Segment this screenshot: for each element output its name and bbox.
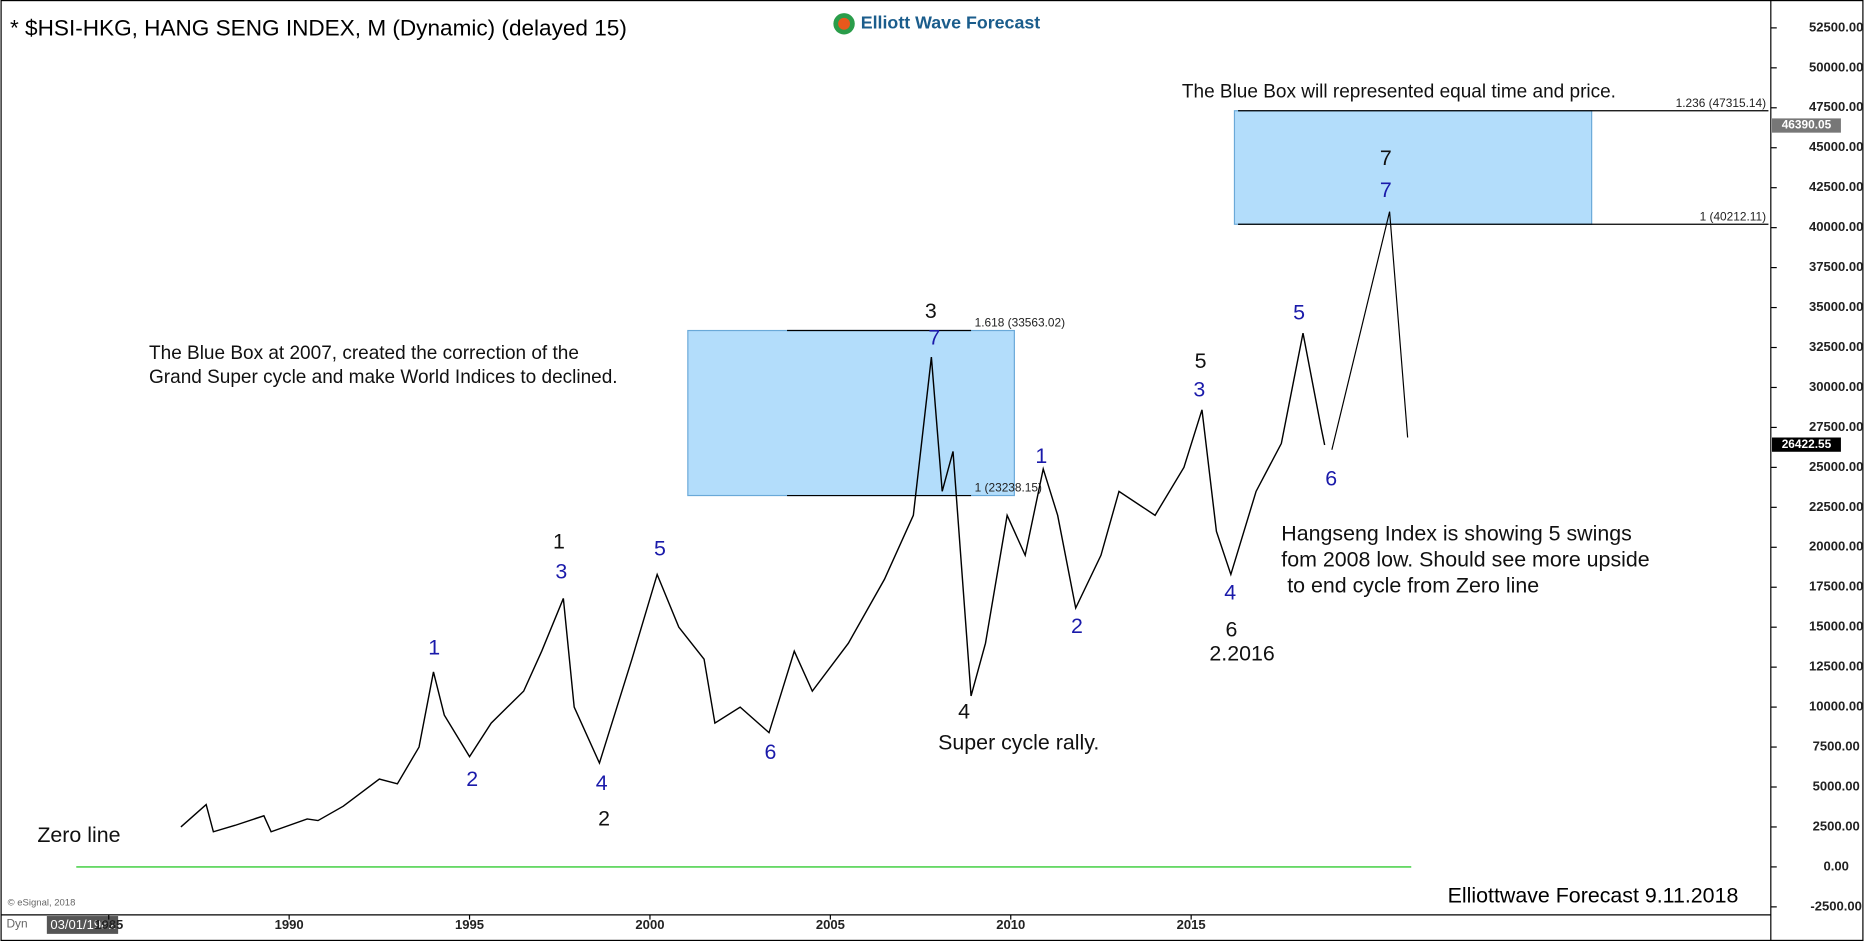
y-tick-label: 5000.00 xyxy=(1813,778,1860,793)
y-tick-label: -2500.00 xyxy=(1810,898,1862,913)
y-tick-label: 42500.00 xyxy=(1809,179,1863,194)
annotation: Hangseng Index is showing 5 swings xyxy=(1281,521,1632,545)
annotation: 6 xyxy=(1225,618,1237,642)
footer: Elliottwave Forecast 9.11.2018 xyxy=(1448,884,1739,908)
annotation: 6 xyxy=(764,740,776,764)
x-tick-label: 1990 xyxy=(275,917,304,932)
annotation: The Blue Box will represented equal time… xyxy=(1182,82,1616,103)
price-tag-bg xyxy=(1772,118,1841,133)
annotation: 1 xyxy=(553,530,565,554)
annotation: 4 xyxy=(1224,581,1236,605)
cursor-box xyxy=(46,916,119,934)
annotation: 5 xyxy=(1293,300,1305,324)
annotation: The Blue Box at 2007, created the correc… xyxy=(149,343,579,364)
x-tick-label: 2005 xyxy=(816,917,845,932)
price-tag-bg xyxy=(1772,437,1841,452)
y-tick-label: 35000.00 xyxy=(1809,299,1863,314)
y-tick-label: 22500.00 xyxy=(1809,499,1863,514)
logo: Elliott Wave Forecast xyxy=(827,8,1056,40)
annotation: 3 xyxy=(555,559,567,583)
y-tick-label: 32500.00 xyxy=(1809,339,1863,354)
annotation: 4 xyxy=(958,700,970,724)
blue-box xyxy=(687,329,1015,497)
annotation: 1 xyxy=(428,635,440,659)
y-tick-label: 7500.00 xyxy=(1813,739,1860,754)
x-tick-label: 2010 xyxy=(996,917,1025,932)
logo-text: Elliott Wave Forecast xyxy=(861,12,1041,32)
annotation: 2 xyxy=(466,767,478,791)
y-tick-label: 10000.00 xyxy=(1809,699,1863,714)
annotation: 2.2016 xyxy=(1209,641,1274,665)
annotation: 7 xyxy=(1380,146,1392,170)
logo-icon xyxy=(838,17,851,30)
y-tick-label: 17500.00 xyxy=(1809,579,1863,594)
annotation: Zero line xyxy=(37,823,120,847)
y-tick-label: 40000.00 xyxy=(1809,219,1863,234)
y-tick-label: 2500.00 xyxy=(1813,818,1860,833)
y-tick-label: 47500.00 xyxy=(1809,99,1863,114)
x-tick-label: 2000 xyxy=(635,917,664,932)
fib-label: 1.236 (47315.14) xyxy=(1676,96,1766,110)
annotation: 7 xyxy=(928,325,940,349)
annotation: to end cycle from Zero line xyxy=(1281,574,1539,598)
copyright: © eSignal, 2018 xyxy=(8,897,76,908)
annotation: 5 xyxy=(1195,349,1207,373)
y-tick-label: 0.00 xyxy=(1823,858,1848,873)
price-tag: 26422.55 xyxy=(1782,437,1832,451)
fib-label: 1.618 (33563.02) xyxy=(975,316,1065,330)
fib-label: 1 (23238.15) xyxy=(975,481,1042,495)
price-tag: 46390.05 xyxy=(1782,118,1832,132)
annotation: 4 xyxy=(596,771,608,795)
y-tick-label: 25000.00 xyxy=(1809,459,1863,474)
y-tick-label: 52500.00 xyxy=(1809,19,1863,34)
y-tick-label: 30000.00 xyxy=(1809,379,1863,394)
y-tick-label: 15000.00 xyxy=(1809,619,1863,634)
projection-line xyxy=(1331,211,1409,450)
y-tick-label: 20000.00 xyxy=(1809,539,1863,554)
price-line xyxy=(180,332,1326,833)
annotation: 3 xyxy=(925,299,937,323)
annotation: 3 xyxy=(1193,378,1205,402)
x-tick-label: 1985 xyxy=(94,917,123,932)
annotation: 2 xyxy=(598,806,610,830)
y-tick-label: 37500.00 xyxy=(1809,259,1863,274)
logo-bg xyxy=(827,8,1056,40)
y-tick-label: 50000.00 xyxy=(1809,59,1863,74)
fib-label: 1 (40212.11) xyxy=(1700,209,1767,223)
blue-box xyxy=(1233,110,1593,225)
x-tick-label: 2015 xyxy=(1177,917,1206,932)
annotation: 2 xyxy=(1071,614,1083,638)
y-tick-label: 45000.00 xyxy=(1809,139,1863,154)
annotation: 5 xyxy=(654,537,666,561)
annotation: fom 2008 low. Should see more upside xyxy=(1281,547,1649,571)
cursor-date: 03/01/1982 xyxy=(50,917,115,932)
y-tick-label: 27500.00 xyxy=(1809,419,1863,434)
annotation: 7 xyxy=(1380,178,1392,202)
annotation: Grand Super cycle and make World Indices… xyxy=(149,367,618,388)
y-tick-label: 12500.00 xyxy=(1809,659,1863,674)
annotation: Super cycle rally. xyxy=(938,730,1099,754)
chart-title: * $HSI-HKG, HANG SENG INDEX, M (Dynamic)… xyxy=(10,16,627,41)
x-tick-label: 1995 xyxy=(455,917,484,932)
mode-label: Dyn xyxy=(6,917,27,931)
annotation: 6 xyxy=(1325,467,1337,491)
annotation: 1 xyxy=(1035,444,1047,468)
